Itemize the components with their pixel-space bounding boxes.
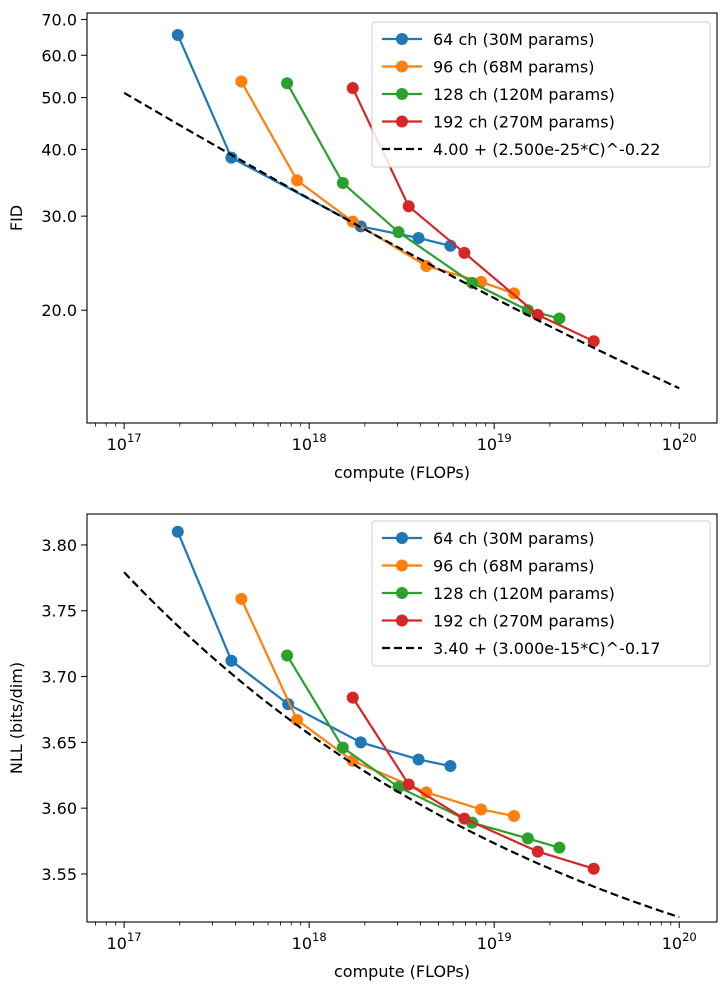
data-point: [475, 803, 488, 816]
data-point: [346, 691, 359, 704]
axes-frame: [86, 513, 718, 923]
data-point: [281, 649, 294, 662]
legend: 64 ch (30M params) 96 ch (68M params) 128 …: [371, 21, 711, 168]
data-point: [587, 862, 600, 875]
x-axis-label: compute (FLOPs): [334, 463, 470, 482]
y-tick-label: 3.70: [41, 668, 77, 687]
data-point: [336, 741, 349, 754]
data-point: [225, 654, 238, 667]
legend-label: 128 ch (120M params): [433, 85, 615, 104]
x-tick-label: 1020: [662, 431, 697, 454]
data-point: [444, 760, 457, 773]
x-axis-label: compute (FLOPs): [334, 962, 470, 981]
data-point: [235, 592, 248, 605]
data-point: [336, 177, 349, 190]
legend-item: 192 ch (270M params): [382, 113, 615, 132]
x-tick-label: 1017: [107, 930, 142, 953]
legend-box: [371, 520, 711, 667]
legend-label: 96 ch (68M params): [433, 58, 594, 77]
y-tick-label: 3.80: [41, 536, 77, 555]
legend-marker: [396, 115, 408, 128]
data-point: [458, 812, 471, 825]
y-tick-label: 60.0: [41, 46, 77, 65]
y-tick-label: 70.0: [41, 11, 77, 30]
y-tick-label: 3.65: [41, 733, 77, 752]
y-tick-label: 50.0: [41, 89, 77, 108]
x-tick-label: 1018: [292, 431, 327, 454]
y-tick-label: 3.55: [41, 865, 77, 884]
data-point: [402, 778, 415, 791]
fit-line: [123, 91, 680, 390]
chart-panel-1: 1017 1018 1019 1020 70.0 60.0 50.0 40.0 30.0 20.0…: [7, 11, 718, 482]
plot-area: [123, 28, 680, 390]
y-axis-label: FID: [7, 205, 26, 231]
legend-label: 4.00 + (2.500e-25*C)^-0.22: [433, 140, 660, 159]
x-tick-label: 1020: [662, 930, 697, 953]
x-minor-ticks: [95, 423, 672, 427]
data-point: [420, 786, 433, 799]
data-point: [553, 841, 566, 854]
data-point: [225, 151, 238, 164]
legend-item: 64 ch (30M params): [382, 529, 594, 548]
legend: 64 ch (30M params) 96 ch (68M params) 128 …: [371, 520, 711, 667]
data-point: [466, 276, 479, 289]
y-tick-label: 3.60: [41, 799, 77, 818]
legend-item: 3.40 + (3.000e-15*C)^-0.17: [382, 639, 660, 658]
chart-panel-2: 1017 1018 1019 1020 3.80 3.75 3.70 3.65 3.60 3.55…: [7, 513, 718, 981]
data-point: [458, 246, 471, 259]
legend-label: 192 ch (270M params): [433, 113, 615, 132]
legend-item: 96 ch (68M params): [382, 58, 594, 77]
data-point: [521, 832, 534, 845]
data-point: [171, 28, 184, 41]
data-point: [171, 525, 184, 538]
data-point: [354, 736, 367, 749]
legend-label: 64 ch (30M params): [433, 30, 594, 49]
legend-item: 128 ch (120M params): [382, 584, 615, 603]
data-point: [291, 174, 304, 187]
data-point: [553, 312, 566, 325]
y-tick-label: 30.0: [41, 207, 77, 226]
data-point: [392, 226, 405, 239]
plot-area: [123, 525, 680, 919]
data-point: [508, 810, 521, 823]
legend-item: 192 ch (270M params): [382, 612, 615, 631]
data-point: [235, 75, 248, 88]
legend-item: 128 ch (120M params): [382, 85, 615, 104]
legend-item: 96 ch (68M params): [382, 557, 594, 576]
y-tick-label: 3.75: [41, 602, 77, 621]
legend-label: 192 ch (270M params): [433, 612, 615, 631]
legend-marker: [396, 33, 408, 45]
legend-marker: [396, 559, 408, 572]
data-point: [412, 753, 425, 766]
data-point: [587, 335, 600, 348]
data-point: [281, 77, 294, 90]
x-minor-ticks: [95, 922, 672, 926]
data-point: [291, 713, 304, 726]
data-point: [412, 232, 425, 245]
data-point: [531, 845, 544, 858]
legend-marker: [396, 60, 408, 73]
legend-marker: [396, 587, 408, 599]
legend-label: 64 ch (30M params): [433, 529, 594, 548]
x-tick-label: 1019: [477, 431, 512, 454]
axes-frame: [86, 12, 718, 424]
legend-label: 128 ch (120M params): [433, 584, 615, 603]
legend-marker: [396, 614, 408, 627]
legend-label: 3.40 + (3.000e-15*C)^-0.17: [433, 639, 660, 658]
legend-marker: [396, 88, 408, 100]
legend-box: [371, 21, 711, 168]
data-point: [402, 200, 415, 213]
legend-item: 4.00 + (2.500e-25*C)^-0.22: [382, 140, 660, 159]
legend-marker: [396, 532, 408, 544]
x-tick-label: 1017: [107, 431, 142, 454]
x-tick-label: 1018: [292, 930, 327, 953]
y-tick-label: 40.0: [41, 140, 77, 159]
data-point: [346, 82, 359, 95]
y-axis-label: NLL (bits/dim): [7, 662, 26, 774]
legend-item: 64 ch (30M params): [382, 30, 594, 49]
legend-label: 96 ch (68M params): [433, 557, 594, 576]
x-tick-label: 1019: [477, 930, 512, 953]
y-tick-label: 20.0: [41, 301, 77, 320]
